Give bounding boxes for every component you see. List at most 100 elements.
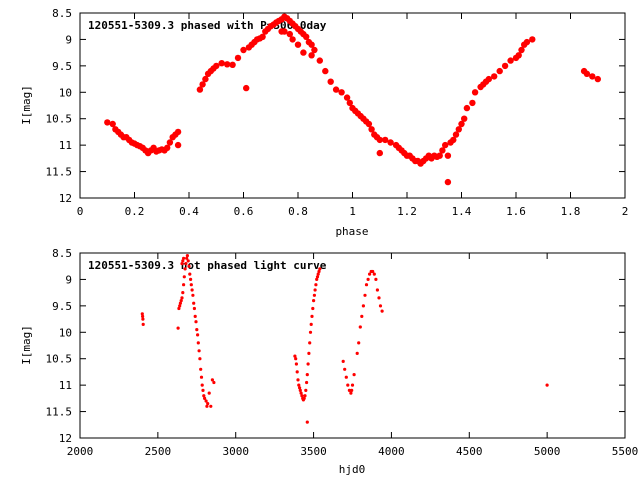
data-point — [583, 70, 591, 78]
data-point — [140, 312, 144, 316]
data-point — [194, 320, 198, 324]
x-tick-label: 2000 — [67, 445, 94, 458]
data-point — [199, 375, 204, 379]
data-point — [360, 314, 364, 318]
y-tick-label: 12 — [59, 192, 72, 205]
x-tick-label: 1 — [349, 205, 356, 218]
y-tick-label: 9.5 — [52, 60, 72, 73]
data-point — [450, 136, 457, 144]
data-point — [141, 317, 145, 321]
data-point — [304, 388, 308, 392]
data-point — [311, 306, 315, 311]
data-point — [141, 322, 145, 326]
x-tick-label: 0 — [77, 205, 84, 218]
data-point — [350, 388, 354, 392]
data-point — [181, 259, 185, 263]
data-point — [191, 293, 195, 297]
y-tick-label: 9 — [65, 273, 72, 286]
data-point — [179, 299, 183, 303]
data-points — [140, 254, 549, 424]
data-point — [387, 139, 394, 146]
data-point — [201, 388, 205, 392]
data-point — [298, 386, 302, 390]
data-point — [491, 73, 498, 80]
x-tick-label: 0.2 — [125, 205, 145, 218]
data-point — [341, 359, 345, 363]
data-point — [243, 84, 250, 92]
data-point — [307, 351, 311, 355]
data-point — [212, 380, 216, 385]
data-point — [452, 131, 460, 138]
data-point — [205, 404, 209, 408]
data-point — [178, 301, 182, 305]
x-tick-label: 5000 — [534, 445, 561, 458]
data-point — [193, 314, 197, 318]
data-point — [141, 314, 145, 318]
data-point — [187, 264, 191, 268]
data-point — [529, 36, 536, 43]
data-point — [312, 293, 316, 297]
data-point — [377, 296, 381, 300]
data-point — [308, 41, 315, 48]
data-point — [316, 272, 320, 276]
data-point — [305, 420, 309, 424]
x-tick-label: 1.4 — [452, 205, 472, 218]
data-point — [164, 144, 171, 151]
x-tick-label: 3000 — [222, 445, 249, 458]
y-tick-label: 11.5 — [46, 406, 73, 419]
data-point — [182, 275, 186, 279]
data-point — [315, 277, 319, 281]
data-point — [202, 394, 206, 398]
data-point — [309, 322, 313, 326]
data-point — [166, 139, 174, 146]
data-point — [234, 54, 242, 62]
data-point — [200, 383, 204, 387]
data-point — [188, 272, 192, 276]
data-point — [303, 394, 307, 398]
data-point — [375, 288, 379, 292]
data-point — [444, 152, 452, 159]
data-point — [204, 399, 208, 403]
data-point — [523, 38, 531, 46]
data-point — [184, 262, 188, 266]
data-point — [372, 272, 376, 276]
data-point — [346, 99, 353, 107]
data-point — [224, 61, 231, 68]
data-point — [376, 149, 383, 157]
axis-ticks: 2000 2500 3000 3500 4000 4500 5000 5500 8.5 9 9.5 1… — [46, 247, 639, 458]
data-point — [308, 52, 315, 59]
data-point — [109, 120, 116, 128]
data-point — [198, 357, 202, 361]
data-point — [364, 283, 369, 287]
y-tick-label: 10.5 — [46, 113, 73, 126]
data-point — [295, 370, 299, 374]
data-point — [186, 259, 190, 263]
x-axis-label: hjd0 — [339, 463, 366, 476]
data-point — [363, 293, 367, 297]
x-tick-label: 5500 — [612, 445, 639, 458]
data-point — [298, 388, 302, 392]
data-point — [316, 57, 323, 64]
data-point — [310, 314, 314, 318]
data-point — [374, 277, 378, 281]
data-point — [229, 61, 236, 68]
data-point — [471, 89, 479, 96]
x-tick-label: 3500 — [300, 445, 327, 458]
y-tick-label: 9 — [65, 33, 72, 46]
data-point — [299, 391, 303, 395]
data-point — [185, 254, 189, 258]
data-point — [206, 402, 210, 406]
data-point — [174, 141, 182, 149]
data-point — [240, 46, 247, 54]
data-point — [178, 304, 182, 308]
data-point — [458, 120, 465, 128]
y-tick-label: 9.5 — [52, 300, 72, 313]
data-point — [346, 383, 350, 387]
x-tick-label: 1.8 — [561, 205, 581, 218]
data-point — [463, 104, 471, 112]
data-point — [365, 120, 373, 128]
data-point — [343, 367, 347, 371]
unphased-light-curve-panel: 120551-5309.3 not phased light curve I[m… — [20, 247, 638, 476]
data-point — [180, 262, 184, 266]
